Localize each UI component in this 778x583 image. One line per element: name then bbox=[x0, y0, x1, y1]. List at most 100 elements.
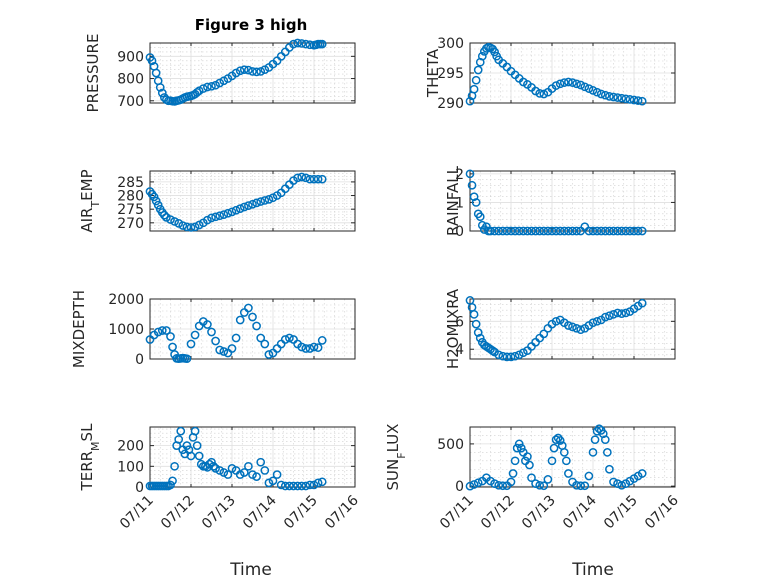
ylabel-terr-msl: TERRMSL bbox=[78, 423, 102, 492]
data-point bbox=[629, 95, 639, 105]
data-point bbox=[617, 480, 627, 490]
data-point bbox=[531, 226, 540, 236]
data-point bbox=[547, 456, 557, 466]
data-point bbox=[207, 81, 216, 91]
data-point bbox=[168, 476, 177, 486]
data-point bbox=[637, 226, 647, 236]
data-point bbox=[553, 433, 563, 443]
data-point bbox=[549, 443, 559, 453]
data-point bbox=[516, 443, 526, 453]
data-point bbox=[256, 457, 266, 467]
data-point bbox=[486, 226, 495, 236]
data-point bbox=[617, 226, 627, 236]
data-point bbox=[568, 226, 577, 236]
data-point bbox=[174, 435, 184, 444]
data-point bbox=[239, 65, 249, 75]
data-point bbox=[256, 197, 266, 206]
data-point bbox=[539, 329, 549, 339]
data-point bbox=[490, 479, 499, 488]
data-point bbox=[539, 89, 549, 99]
data-point bbox=[490, 226, 499, 236]
data-point bbox=[572, 323, 581, 333]
data-point bbox=[248, 67, 257, 76]
data-point bbox=[555, 226, 565, 236]
data-point bbox=[162, 326, 171, 335]
axes-pressure: 700 800 900 PRESSURE bbox=[84, 34, 356, 112]
data-point bbox=[256, 333, 266, 343]
data-point bbox=[211, 212, 220, 222]
data-point bbox=[471, 198, 481, 207]
data-point bbox=[506, 352, 516, 362]
data-point bbox=[580, 481, 590, 491]
xlabel-right: Time bbox=[571, 560, 614, 580]
data-point bbox=[244, 303, 253, 313]
data-point bbox=[473, 478, 483, 488]
data-point bbox=[211, 336, 220, 346]
data-point bbox=[555, 436, 565, 445]
data-point bbox=[564, 226, 573, 236]
data-point bbox=[551, 226, 561, 236]
data-point bbox=[637, 469, 647, 478]
ylabel-sun-flux: SUNFLUX bbox=[384, 424, 408, 491]
data-point bbox=[317, 477, 327, 487]
data-point bbox=[293, 38, 302, 48]
data-point bbox=[592, 316, 602, 326]
data-point bbox=[488, 346, 497, 355]
data-point bbox=[633, 226, 643, 236]
data-point bbox=[613, 308, 622, 318]
data-point bbox=[186, 339, 196, 349]
data-point bbox=[617, 309, 627, 319]
ylabel-theta: THETA bbox=[424, 48, 442, 98]
data-point bbox=[473, 65, 483, 75]
data-point bbox=[235, 315, 245, 325]
data-point bbox=[572, 480, 581, 490]
data-point bbox=[576, 481, 586, 491]
data-point bbox=[176, 426, 186, 436]
data-point bbox=[592, 226, 602, 236]
data-point bbox=[494, 480, 504, 490]
data-point bbox=[285, 481, 294, 491]
data-point bbox=[203, 320, 212, 329]
data-point bbox=[471, 75, 481, 85]
data-point bbox=[469, 309, 479, 319]
data-point bbox=[621, 94, 631, 104]
data-point bbox=[215, 211, 225, 221]
data-point bbox=[508, 469, 518, 478]
data-point bbox=[596, 226, 606, 236]
data-point bbox=[194, 451, 204, 461]
data-point bbox=[502, 226, 512, 236]
ylabel-rainfall: RAINFALL bbox=[444, 165, 462, 236]
data-point bbox=[543, 475, 553, 484]
data-point bbox=[580, 82, 590, 92]
data-point bbox=[562, 456, 571, 466]
data-point bbox=[629, 226, 639, 236]
data-point bbox=[149, 192, 159, 202]
data-point bbox=[609, 226, 618, 236]
data-point bbox=[157, 88, 167, 98]
data-point bbox=[592, 87, 602, 97]
data-point bbox=[613, 93, 622, 102]
data-point bbox=[535, 89, 545, 98]
y-tick-label: 100 bbox=[117, 459, 144, 475]
data-point bbox=[203, 82, 212, 92]
data-point bbox=[153, 327, 163, 337]
ylabel-air-temp: AIRTEMP bbox=[78, 169, 102, 232]
data-point bbox=[223, 208, 233, 218]
data-point bbox=[272, 470, 282, 479]
y-tick-label: 4 bbox=[455, 342, 464, 358]
data-point bbox=[600, 312, 610, 322]
data-point bbox=[539, 481, 549, 491]
data-point bbox=[465, 96, 475, 106]
y-tick-label: 275 bbox=[117, 202, 144, 218]
data-point bbox=[617, 93, 627, 103]
data-point bbox=[248, 199, 257, 209]
data-point bbox=[535, 226, 545, 236]
y-tick-label: 1 bbox=[455, 195, 464, 211]
data-point bbox=[192, 441, 202, 450]
axes-h2omixra: 4 6 H2OMIXRA bbox=[444, 288, 676, 369]
data-point bbox=[280, 481, 290, 491]
data-point bbox=[182, 441, 192, 450]
data-point bbox=[235, 470, 245, 479]
data-point bbox=[155, 83, 165, 92]
data-point bbox=[600, 435, 610, 445]
